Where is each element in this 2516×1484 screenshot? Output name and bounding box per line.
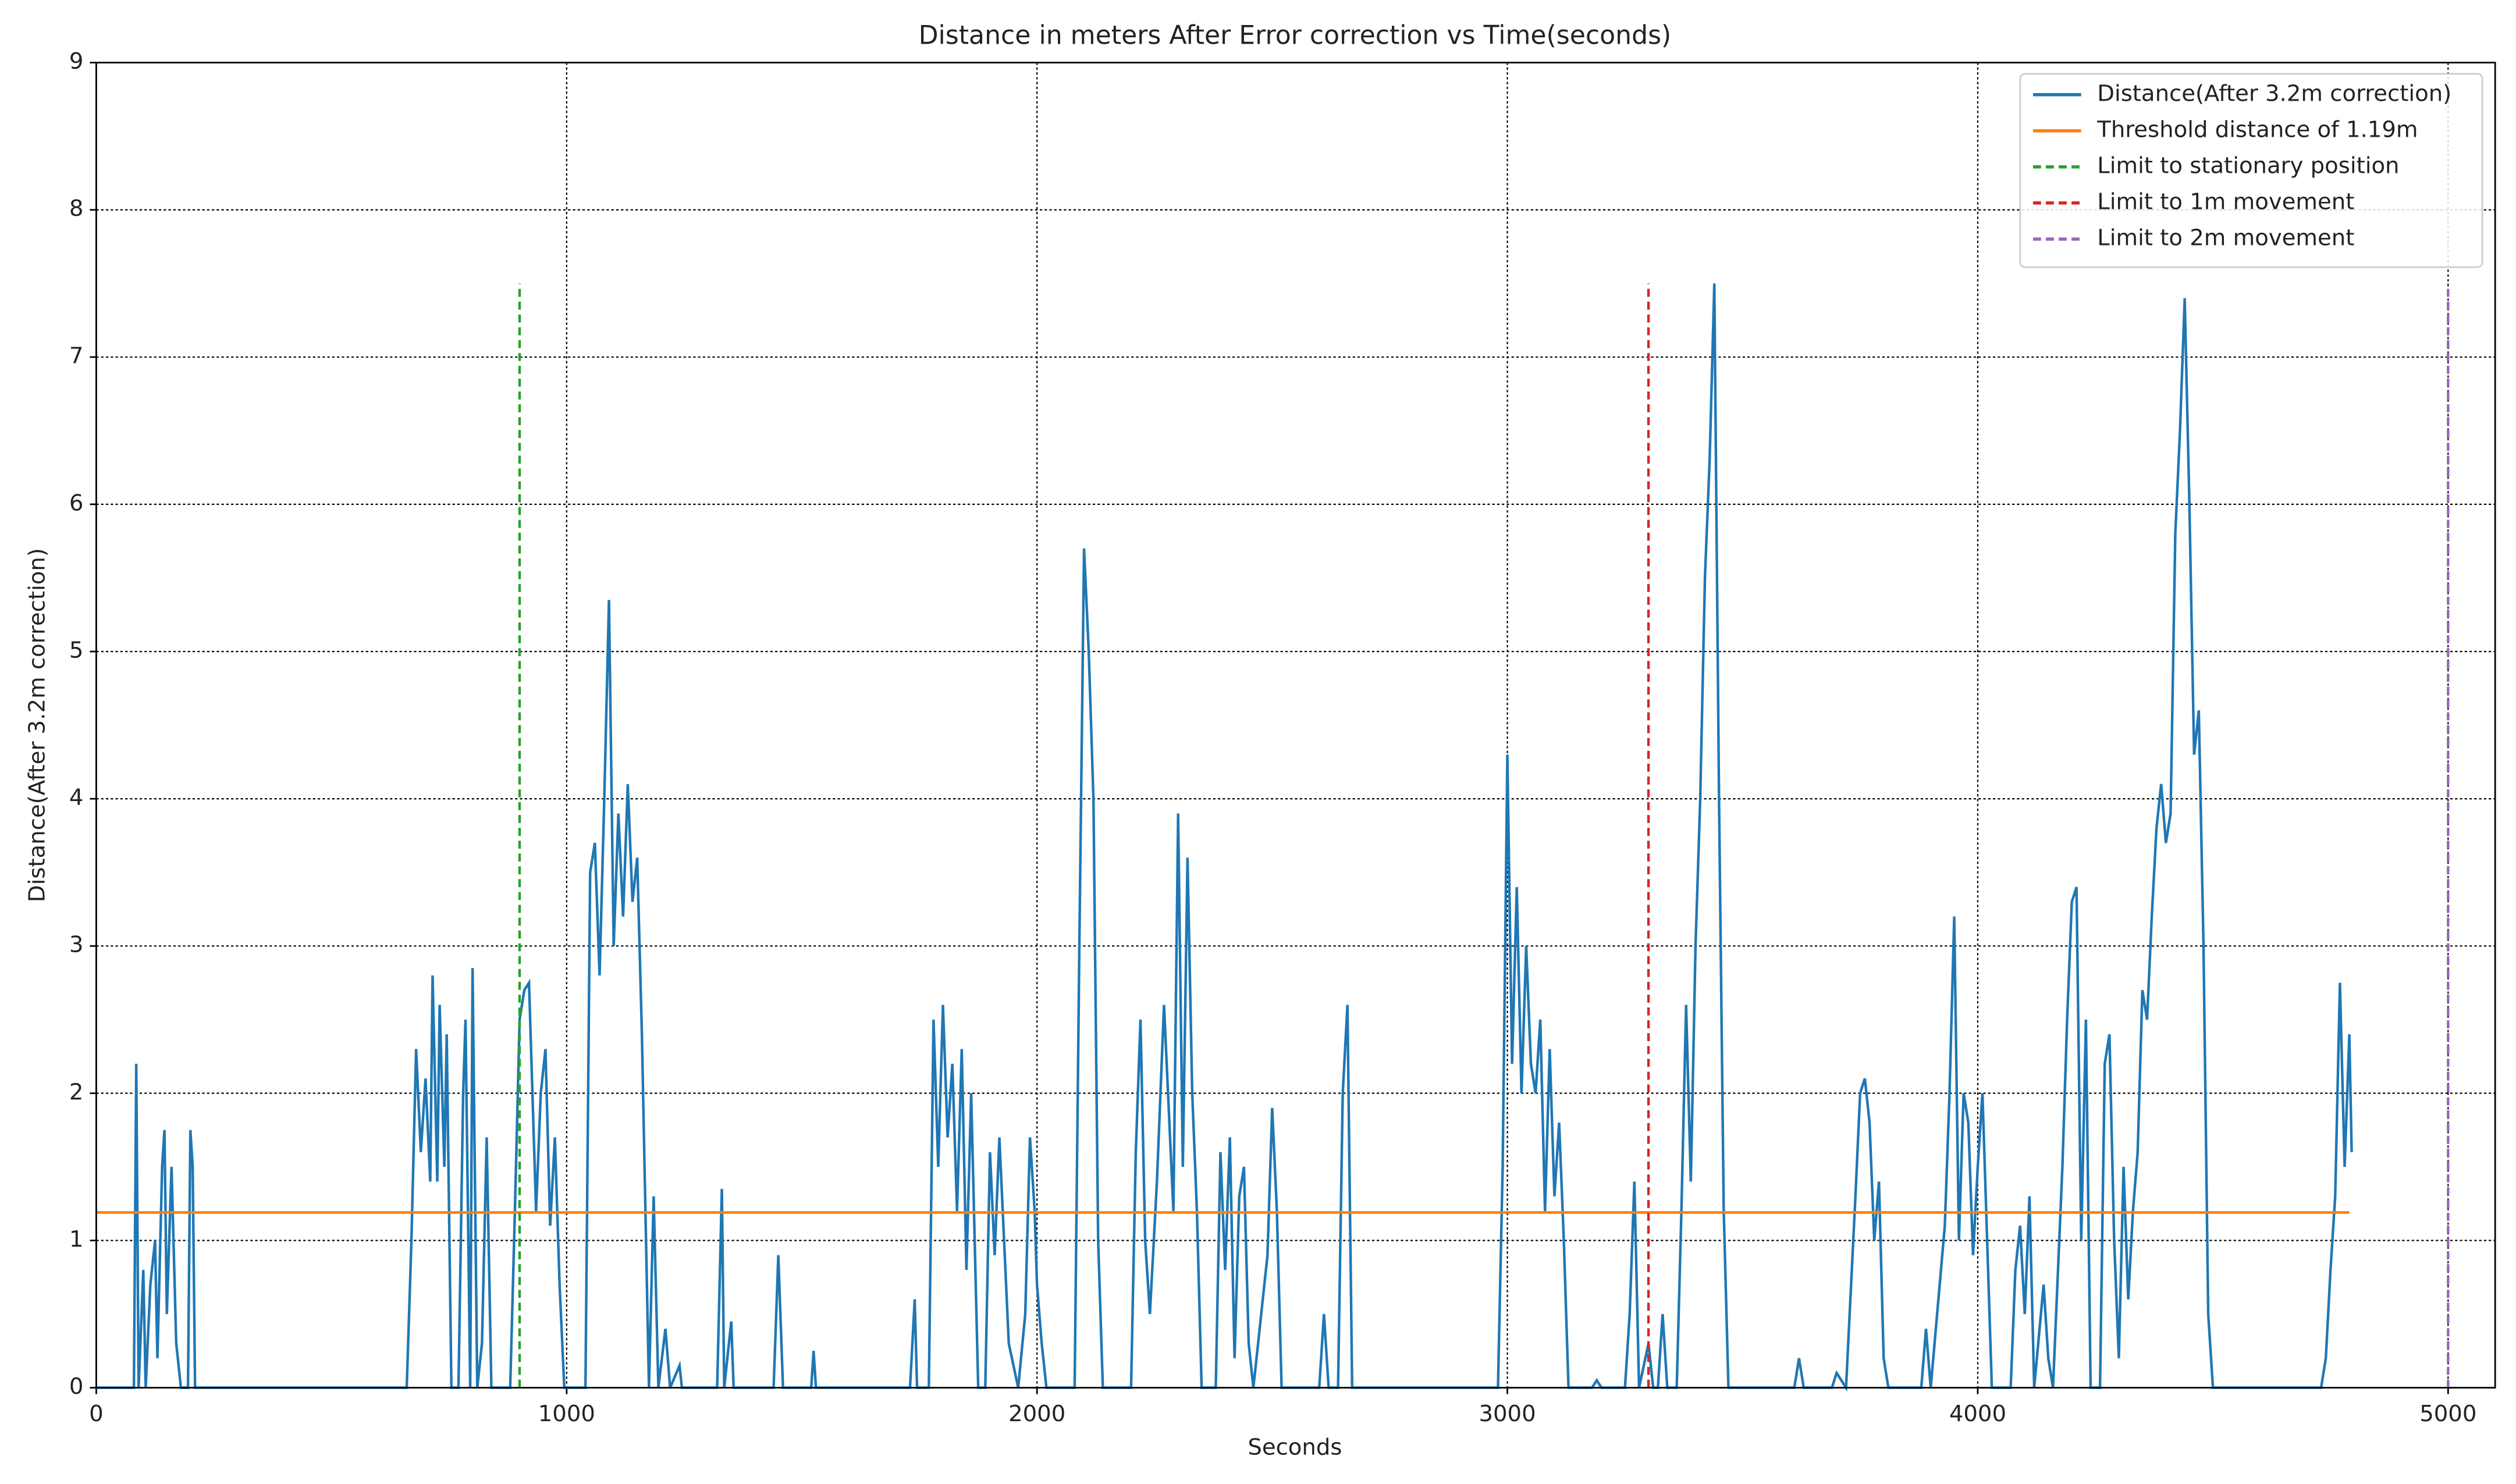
y-tick-label: 3 <box>69 932 84 958</box>
y-tick-label: 5 <box>69 637 84 663</box>
x-tick-label: 5000 <box>2419 1401 2476 1427</box>
x-tick-label: 1000 <box>538 1401 595 1427</box>
legend-label: Limit to 2m movement <box>2097 225 2354 251</box>
y-tick-label: 0 <box>69 1373 84 1400</box>
plot-frame <box>95 62 2496 1389</box>
y-tick-label: 4 <box>69 785 84 811</box>
x-tick-label: 3000 <box>1479 1401 1536 1427</box>
y-tick-label: 8 <box>69 195 84 222</box>
y-tick-label: 2 <box>69 1079 84 1105</box>
chart-title: Distance in meters After Error correctio… <box>919 21 1672 51</box>
x-tick-label: 4000 <box>1949 1401 2006 1427</box>
x-tick-label: 0 <box>89 1401 104 1427</box>
legend-label: Limit to 1m movement <box>2097 188 2354 215</box>
legend-label: Threshold distance of 1.19m <box>2096 116 2418 143</box>
y-tick-label: 9 <box>69 48 84 74</box>
x-axis-label: Seconds <box>1248 1435 1342 1461</box>
legend-label: Distance(After 3.2m correction) <box>2097 80 2451 106</box>
y-tick-label: 6 <box>69 490 84 516</box>
legend-box <box>2019 73 2483 268</box>
y-tick-label: 1 <box>69 1226 84 1252</box>
legend-label: Limit to stationary position <box>2097 152 2399 179</box>
series-line <box>96 283 2353 1392</box>
x-tick-label: 2000 <box>1008 1401 1065 1427</box>
y-tick-label: 7 <box>69 343 84 369</box>
y-axis-label: Distance(After 3.2m correction) <box>24 548 51 902</box>
